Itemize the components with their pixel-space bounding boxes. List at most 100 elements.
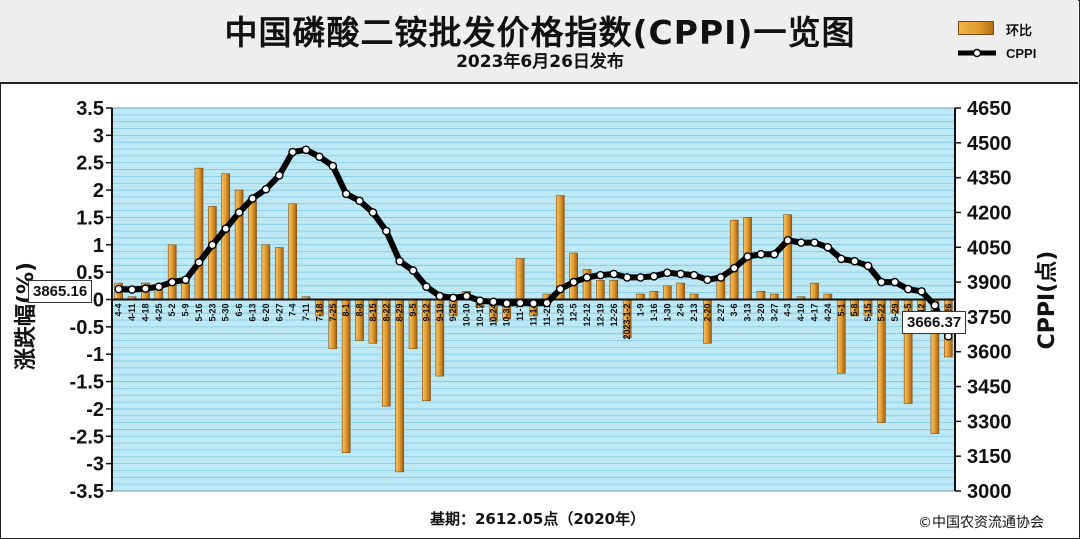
right-tick-label: 4350 xyxy=(967,168,1012,190)
x-tick-label: 5-22 xyxy=(876,304,886,322)
cppi-point xyxy=(489,297,498,307)
cppi-point xyxy=(609,269,619,279)
left-tick-label: -1 xyxy=(86,344,104,366)
left-tick-label: 1.5 xyxy=(76,207,104,229)
x-tick-label: 4-25 xyxy=(154,304,164,322)
cppi-point xyxy=(877,277,886,287)
x-tick-label: 3-27 xyxy=(769,304,779,322)
cppi-point xyxy=(408,266,418,275)
x-tick-label: 5-15 xyxy=(863,304,873,322)
x-tick-label: 6-20 xyxy=(261,304,271,322)
cppi-point xyxy=(422,282,431,292)
left-tick-label: 0 xyxy=(93,290,104,312)
x-tick-label: 9-12 xyxy=(421,304,431,322)
x-tick-label: 7-25 xyxy=(328,304,338,322)
x-tick-label: 5-2 xyxy=(167,304,177,317)
x-tick-label: 10-24 xyxy=(488,304,498,327)
x-tick-label: 5-8 xyxy=(850,304,860,317)
x-tick-label: 10-31 xyxy=(502,304,512,327)
cppi-point xyxy=(850,256,859,266)
x-tick-label: 8-8 xyxy=(355,304,365,317)
x-tick-label: 5-16 xyxy=(194,304,204,322)
x-tick-label: 4-11 xyxy=(127,304,137,322)
left-tick-label: -2.5 xyxy=(70,426,104,448)
x-tick-label: 8-22 xyxy=(381,304,391,322)
right-tick-label: 3750 xyxy=(967,307,1012,329)
bar xyxy=(810,282,819,300)
cppi-point xyxy=(288,147,297,157)
cppi-point xyxy=(836,254,846,264)
x-tick-label: 6-27 xyxy=(274,304,284,322)
x-tick-label: 8-15 xyxy=(368,304,378,322)
x-tick-label: 5-29 xyxy=(890,304,900,322)
cppi-point xyxy=(234,208,244,217)
x-tick-label: 11-21 xyxy=(542,304,552,327)
x-tick-label: 8-29 xyxy=(395,304,405,322)
bar xyxy=(756,290,766,300)
x-tick-label: 7-18 xyxy=(314,304,324,322)
left-tick-label: -3 xyxy=(86,454,104,476)
x-tick-label: 8-1 xyxy=(341,304,351,317)
x-tick-label: 10-17 xyxy=(475,304,485,327)
cppi-point xyxy=(796,238,806,247)
cppi-point xyxy=(636,273,645,282)
x-tick-label: 2023-1-2 xyxy=(622,304,632,340)
bar xyxy=(181,282,190,300)
cppi-point xyxy=(462,291,471,301)
x-tick-label: 3-20 xyxy=(756,304,766,322)
x-tick-label: 6-5 xyxy=(903,304,913,317)
x-tick-label: 9-19 xyxy=(435,304,445,322)
x-tick-label: 2-13 xyxy=(689,304,699,322)
last-value-callout: 3666.37 xyxy=(902,311,967,334)
cppi-point xyxy=(341,189,351,199)
cppi-point xyxy=(167,277,177,287)
x-tick-label: 11-28 xyxy=(555,304,565,327)
legend-line-label: CPPI xyxy=(1006,46,1037,61)
x-tick-label: 6-6 xyxy=(234,304,244,317)
left-tick-label: -1.5 xyxy=(70,372,104,394)
cppi-point xyxy=(274,171,284,180)
cppi-point xyxy=(555,284,565,294)
x-tick-label: 1-9 xyxy=(636,304,646,317)
x-tick-label: 12-26 xyxy=(609,304,619,327)
cppi-point xyxy=(582,273,592,282)
cppi-point xyxy=(917,287,926,296)
cppi-point xyxy=(515,298,525,308)
x-tick-label: 12-19 xyxy=(595,304,605,327)
right-tick-label: 3600 xyxy=(967,342,1012,364)
cppi-point xyxy=(569,277,578,287)
right-axis-title: CPPI(点) xyxy=(1035,250,1060,350)
left-tick-label: -3.5 xyxy=(70,481,104,503)
right-tick-label: 3450 xyxy=(967,377,1012,399)
cppi-point xyxy=(663,268,672,278)
bar xyxy=(569,252,578,300)
x-tick-label: 2-20 xyxy=(702,304,712,322)
cppi-point xyxy=(221,224,231,234)
cppi-point xyxy=(703,275,712,285)
bar xyxy=(729,219,739,300)
bar xyxy=(248,200,257,300)
bar xyxy=(194,167,204,300)
cppi-point xyxy=(395,256,404,266)
right-tick-label: 4050 xyxy=(967,237,1012,259)
bar xyxy=(596,280,605,300)
header: 中国磷酸二铵批发价格指数(CPPI)一览图 2023年6月26日发布 环比 CP… xyxy=(0,0,1078,84)
bar xyxy=(609,280,619,300)
cppi-point xyxy=(716,273,726,282)
right-tick-label: 3900 xyxy=(967,272,1012,294)
cppi-point xyxy=(382,226,391,236)
legend: 环比 CPPI xyxy=(952,15,1072,71)
x-tick-label: 5-30 xyxy=(221,304,231,322)
cppi-point xyxy=(448,293,458,303)
cppi-point xyxy=(208,240,217,250)
cppi-point xyxy=(114,284,123,294)
x-tick-label: 4-4 xyxy=(114,304,124,317)
bar xyxy=(555,195,565,300)
x-tick-label: 12-5 xyxy=(569,304,579,322)
cppi-point xyxy=(435,291,445,301)
cppi-point xyxy=(368,208,378,217)
chart-subtitle: 2023年6月26日发布 xyxy=(456,52,624,72)
right-tick-label: 4650 xyxy=(967,98,1012,120)
x-tick-label: 4-10 xyxy=(796,304,806,322)
cppi-point xyxy=(301,145,311,155)
